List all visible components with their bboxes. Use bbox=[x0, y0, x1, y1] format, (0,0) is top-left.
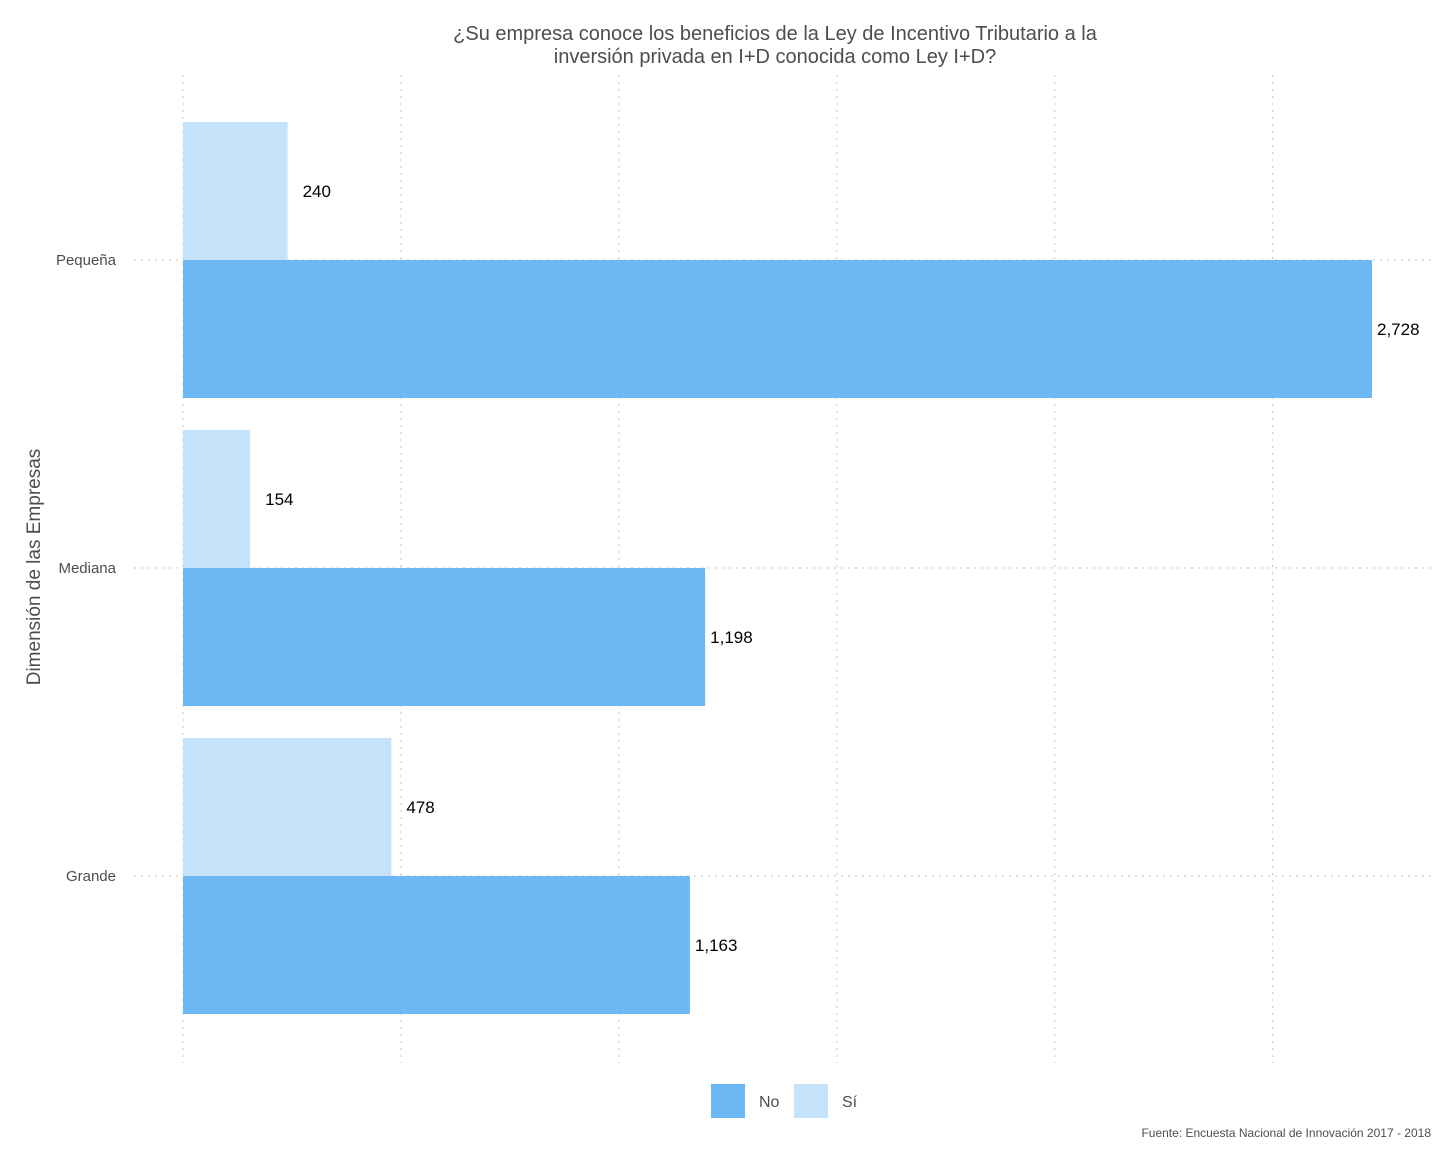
bar-si bbox=[183, 122, 288, 260]
category-label: Mediana bbox=[58, 560, 116, 577]
y-axis-title: Dimensión de las Empresas bbox=[24, 449, 45, 686]
value-label: 2,728 bbox=[1377, 320, 1420, 339]
chart-title-line-2: inversión privada en I+D conocida como L… bbox=[554, 46, 996, 68]
legend-swatch bbox=[711, 1084, 745, 1118]
value-label: 154 bbox=[265, 490, 293, 509]
legend-label: No bbox=[759, 1094, 780, 1111]
legend-label: Sí bbox=[842, 1094, 858, 1111]
bar-no bbox=[183, 876, 690, 1014]
bar-no bbox=[183, 260, 1372, 398]
bars bbox=[183, 122, 1372, 1014]
value-label: 240 bbox=[303, 182, 331, 201]
bar-no bbox=[183, 568, 706, 706]
legend-swatch bbox=[794, 1084, 828, 1118]
category-labels: Pequeña Mediana Grande bbox=[56, 252, 117, 885]
category-label: Pequeña bbox=[56, 252, 117, 269]
source-caption: Fuente: Encuesta Nacional de Innovación … bbox=[1141, 1126, 1431, 1140]
bar-si bbox=[183, 738, 392, 876]
value-label: 1,163 bbox=[695, 936, 738, 955]
value-labels: 240 2,728 154 1,198 478 1,163 bbox=[265, 182, 1419, 955]
chart-title-line-1: ¿Su empresa conoce los beneficios de la … bbox=[453, 23, 1098, 45]
bar-si bbox=[183, 430, 251, 568]
value-label: 478 bbox=[406, 798, 434, 817]
legend: No Sí bbox=[711, 1084, 858, 1118]
value-label: 1,198 bbox=[710, 628, 753, 647]
category-label: Grande bbox=[66, 868, 116, 885]
